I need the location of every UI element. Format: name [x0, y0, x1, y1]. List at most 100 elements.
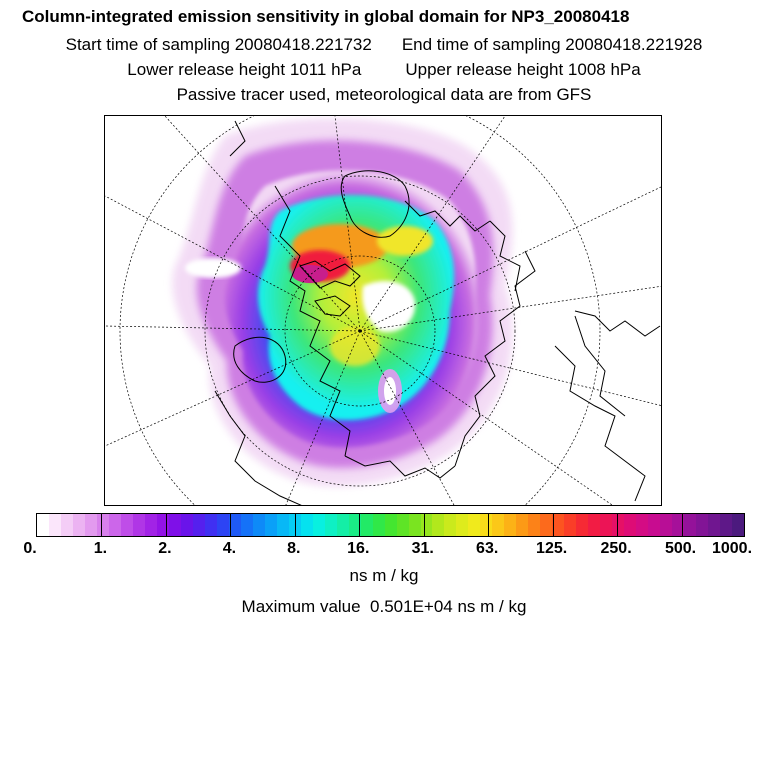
graticule: [105, 116, 661, 505]
colorbar-tick: [488, 514, 490, 536]
colorbar-cell: [684, 514, 697, 536]
release-heights: Lower release height 1011 hPa Upper relea…: [0, 60, 768, 80]
colorbar-cell: [576, 514, 589, 536]
clear-area-west: [185, 258, 241, 278]
colorbar-cell: [432, 514, 445, 536]
colorbar-cell: [132, 514, 145, 536]
coastlines: [214, 120, 661, 505]
lower-release-height: Lower release height 1011 hPa: [127, 60, 362, 79]
colorbar-cell: [348, 514, 361, 536]
colorbar-tick: [617, 514, 619, 536]
colorbar-cell: [72, 514, 85, 536]
colorbar-label: 1000.: [711, 540, 753, 557]
colorbar-cell: [468, 514, 481, 536]
colorbar-cell: [600, 514, 613, 536]
colorbar-cell: [384, 514, 397, 536]
maximum-value: Maximum value 0.501E+04 ns m / kg: [241, 597, 527, 616]
colorbar-cell: [324, 514, 337, 536]
meridian: [359, 116, 506, 332]
coastline-asia-islands: [574, 310, 661, 337]
colorbar-cell: [60, 514, 73, 536]
hotspot-magenta: [292, 265, 328, 283]
emission-sensitivity-map: [104, 115, 662, 506]
colorbar-cell: [552, 514, 565, 536]
meridian: [105, 325, 361, 332]
coastline-archipelago: [299, 260, 361, 289]
coastline-alaska: [344, 455, 456, 479]
colorbar-cell: [492, 514, 505, 536]
colorbar-cell: [360, 514, 373, 536]
colorbar-cell: [264, 514, 277, 536]
meridian: [105, 195, 361, 332]
colorbar-label: 250.: [600, 540, 632, 557]
meridian: [334, 116, 361, 332]
meridian: [105, 330, 361, 447]
coastline-north-america-west: [214, 390, 302, 505]
colorbar-cell: [120, 514, 133, 536]
colorbar: [36, 513, 745, 537]
colorbar-label: 2.: [158, 540, 172, 557]
colorbar-cell: [624, 514, 637, 536]
sensitivity-field: [172, 118, 513, 487]
end-time: End time of sampling 20080418.221928: [401, 35, 703, 54]
colorbar-cell: [456, 514, 469, 536]
tracer-note: Passive tracer used, meteorological data…: [176, 85, 592, 104]
colorbar-cell: [516, 514, 529, 536]
colorbar-cell: [720, 514, 733, 536]
colorbar-cell: [444, 514, 457, 536]
colorbar-cell: [240, 514, 253, 536]
colorbar-cell: [228, 514, 241, 536]
colorbar-label: 0.: [23, 540, 37, 557]
colorbar-label: 63.: [476, 540, 499, 557]
colorbar-tick: [359, 514, 361, 536]
hotspot-yellow-east: [377, 226, 433, 256]
coastline-siberia: [454, 250, 536, 467]
colorbar-tick: [423, 514, 425, 536]
map-plot: [105, 116, 661, 505]
colorbar-cell: [168, 514, 181, 536]
colorbar-cell: [708, 514, 721, 536]
colorbar-label: 1.: [93, 540, 108, 557]
coastline-greenland-west: [229, 120, 246, 157]
colorbar-cell: [672, 514, 685, 536]
colorbar-cell: [636, 514, 649, 536]
coastline-archipelago-2: [314, 295, 351, 317]
colorbar-tick: [294, 514, 296, 536]
colorbar-cell: [276, 514, 289, 536]
colorbar-tick: [165, 514, 167, 536]
colorbar-cell: [612, 514, 625, 536]
colorbar-cell: [180, 514, 193, 536]
coastline-asia-east: [554, 345, 646, 502]
start-time: Start time of sampling 20080418.221732: [65, 35, 372, 54]
coastline-europe: [489, 220, 521, 292]
upper-release-height: Upper release height 1008 hPa: [405, 60, 641, 79]
colorbar-cell: [396, 514, 409, 536]
colorbar-cell: [732, 514, 745, 536]
coastline-scandinavia: [404, 200, 491, 232]
coastline-hudson: [233, 336, 287, 383]
colorbar-cell: [108, 514, 121, 536]
colorbar-cell: [336, 514, 349, 536]
colorbar-cell: [37, 514, 49, 536]
latitude-circle-middle: [204, 175, 516, 487]
colorbar-cell: [480, 514, 493, 536]
colorbar-cell: [540, 514, 553, 536]
colorbar-cell: [48, 514, 61, 536]
colorbar-cell: [588, 514, 601, 536]
colorbar-tick: [552, 514, 554, 536]
colorbar-tick: [101, 514, 103, 536]
colorbar-tick: [230, 514, 232, 536]
hotspot-yellow-center: [330, 326, 380, 366]
colorbar-cell: [144, 514, 157, 536]
colorbar-unit: ns m / kg: [349, 566, 419, 585]
colorbar-cell: [528, 514, 541, 536]
colorbar-cell: [84, 514, 97, 536]
colorbar-cell: [660, 514, 673, 536]
colorbar-cell: [696, 514, 709, 536]
colorbar-cell: [564, 514, 577, 536]
coastline-greenland: [340, 170, 410, 238]
latitude-circle-inner: [284, 255, 436, 407]
sampling-times: Start time of sampling 20080418.221732 En…: [0, 35, 768, 55]
colorbar-cell: [192, 514, 205, 536]
coastline-east-asia-far: [574, 315, 626, 417]
